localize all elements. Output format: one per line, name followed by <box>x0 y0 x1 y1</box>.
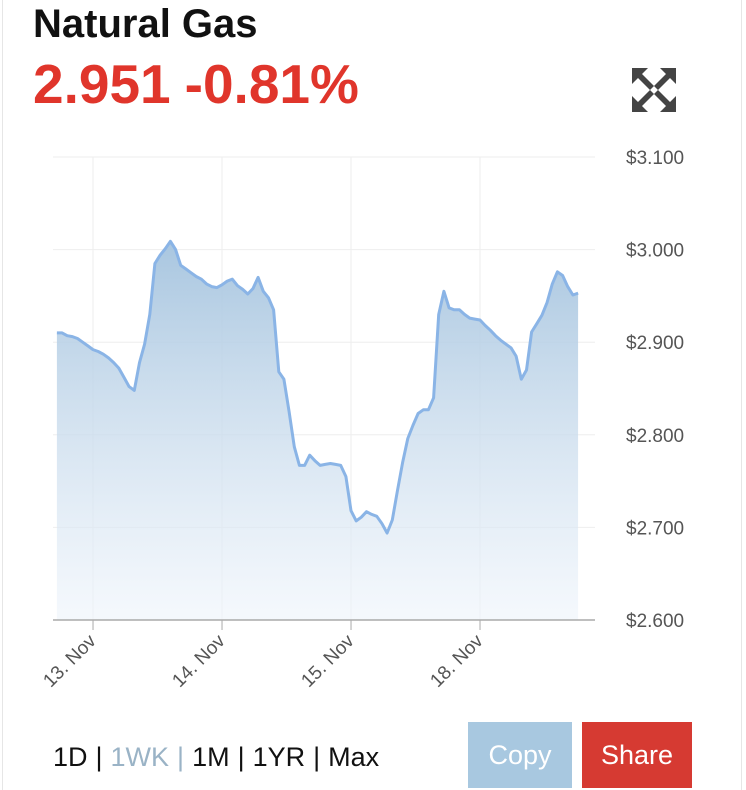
separator: | <box>237 742 245 772</box>
share-button[interactable]: Share <box>582 722 692 788</box>
title: Natural Gas <box>33 2 258 46</box>
range-option[interactable]: 1YR <box>252 742 306 772</box>
separator: | <box>95 742 103 772</box>
copy-button[interactable]: Copy <box>468 722 572 788</box>
price: 2.951 <box>33 53 171 115</box>
line <box>56 239 579 535</box>
area <box>56 241 579 621</box>
x-tick-label: 13. Nov <box>39 630 101 692</box>
expand-icon[interactable] <box>632 68 676 112</box>
x-tick-label: 18. Nov <box>426 630 488 692</box>
chart: $2.600 $2.700 $2.800 $2.900 $3.000 $3.100 13. … <box>39 148 684 692</box>
y-tick-label: $2.700 <box>626 518 684 539</box>
y-tick-label: $2.900 <box>626 333 684 354</box>
y-tick-label: $3.000 <box>626 241 684 262</box>
y-tick-label: $3.100 <box>626 148 684 169</box>
range-option[interactable]: Max <box>328 742 380 772</box>
separator: | <box>177 742 185 772</box>
range-selector: 1D | 1WK | 1M | 1YR | Max <box>53 742 387 773</box>
y-tick-label: $2.600 <box>626 611 684 632</box>
y-tick-label: $2.800 <box>626 426 684 447</box>
range-option[interactable]: 1M <box>192 742 230 772</box>
x-tick-label: 14. Nov <box>168 630 230 692</box>
separator: | <box>313 742 321 772</box>
x-tick-label: 15. Nov <box>297 630 359 692</box>
range-option[interactable]: 1D <box>53 742 88 772</box>
change: -0.81% <box>184 53 359 115</box>
quote: 2.951 -0.81% <box>33 52 373 116</box>
range-option[interactable]: 1WK <box>110 742 170 772</box>
